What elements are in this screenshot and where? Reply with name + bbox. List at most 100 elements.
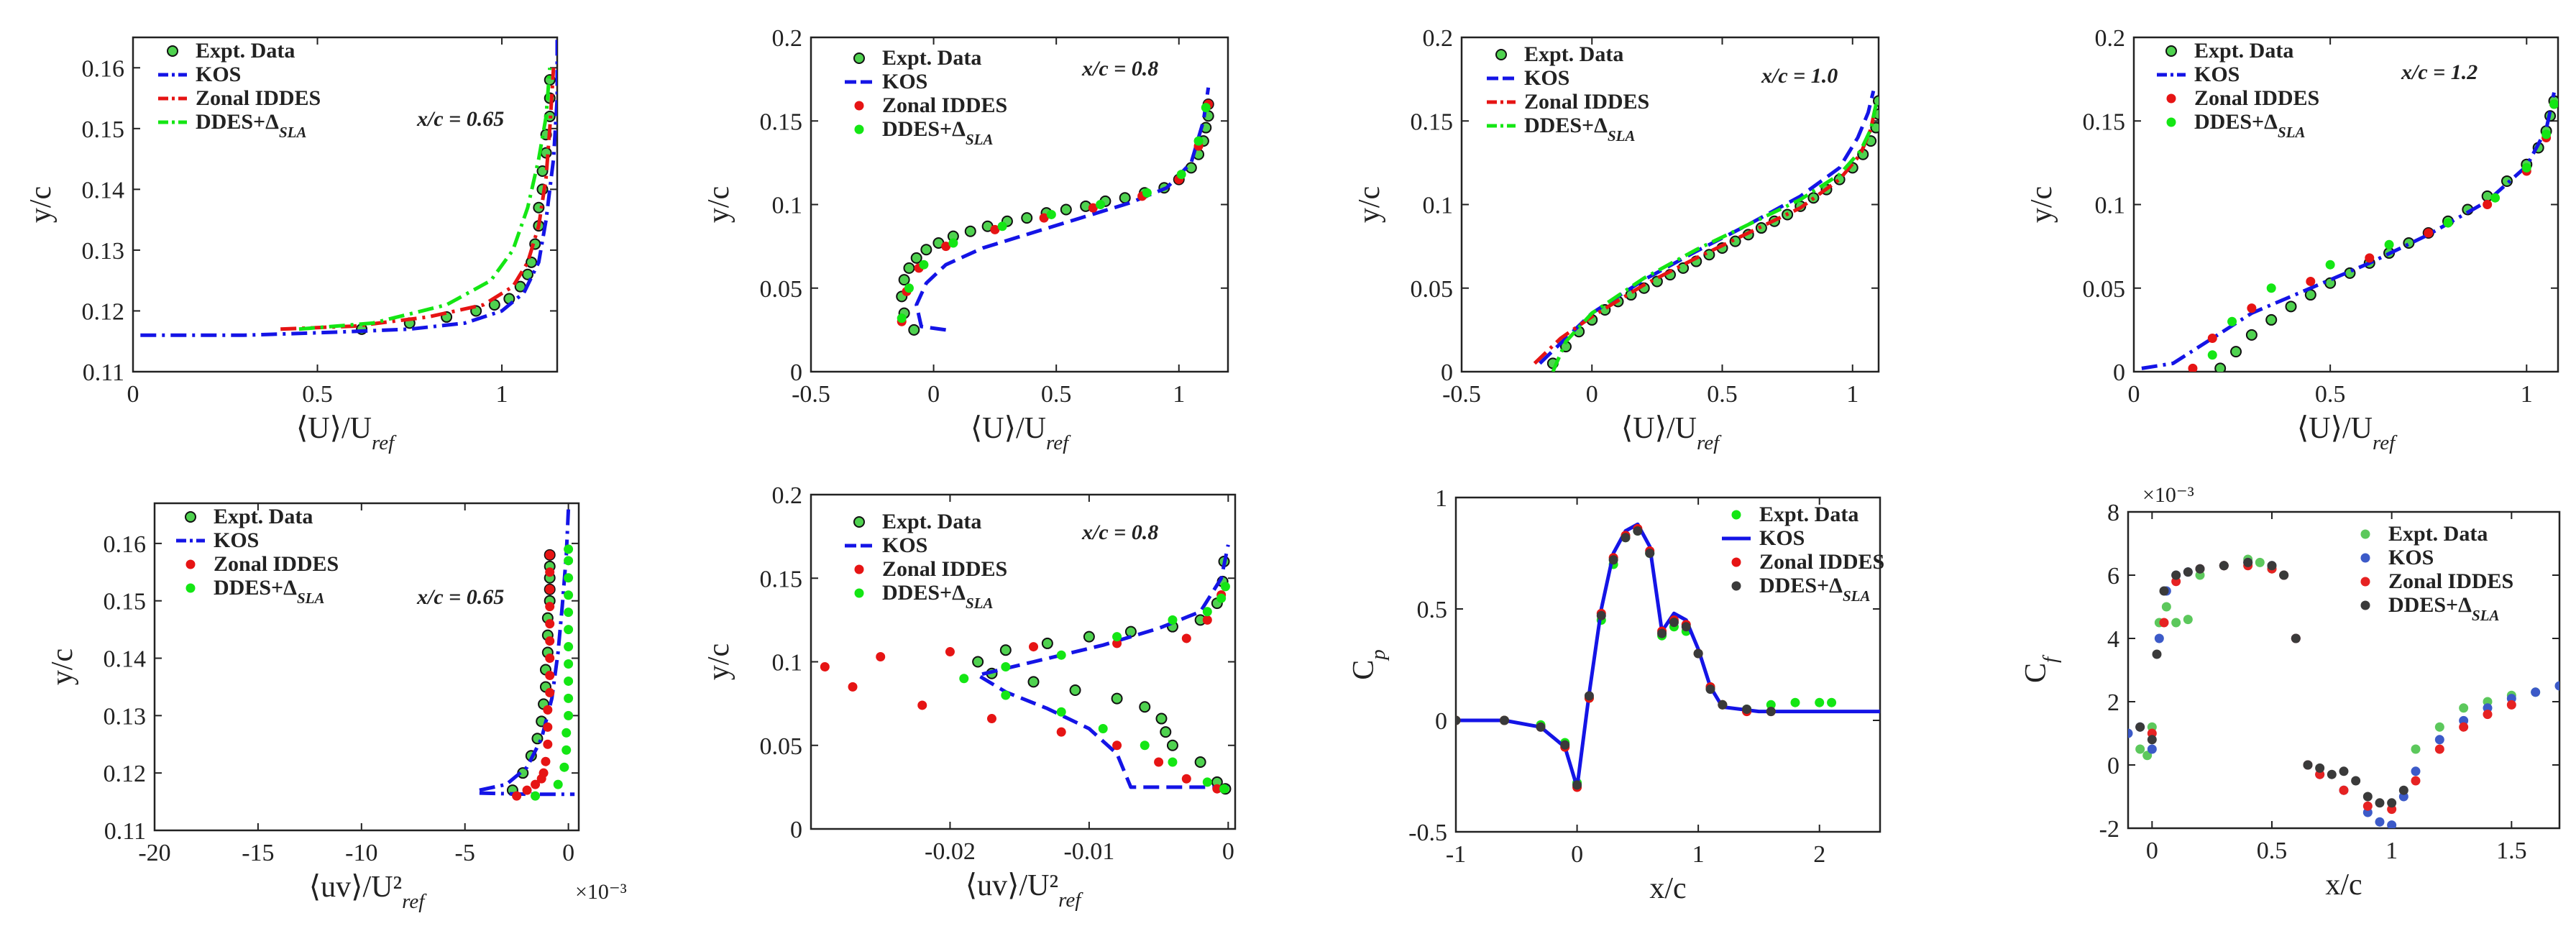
x-tick-label: 0 bbox=[1571, 841, 1583, 868]
series-zonal-iddes-point bbox=[1088, 203, 1098, 213]
series-zonal-iddes-point bbox=[2365, 253, 2375, 263]
series-ddes-sla-point bbox=[1219, 784, 1229, 794]
series-expt-data-point bbox=[1766, 700, 1776, 710]
series-ddes-sla-point bbox=[1693, 648, 1703, 659]
y-tick-label: 0.16 bbox=[104, 531, 147, 558]
series-zonal-iddes-point bbox=[848, 682, 858, 692]
plot-frame bbox=[1454, 496, 1881, 833]
series-kos-point bbox=[2554, 681, 2559, 691]
x-tick-label: -0.5 bbox=[792, 381, 830, 408]
legend-item-expt-data: Expt. Data bbox=[167, 39, 295, 63]
legend-marker bbox=[1731, 510, 1741, 520]
y-tick-label: 6 bbox=[2107, 563, 2119, 590]
legend-label: DDES+ΔSLA bbox=[882, 581, 993, 612]
legend-marker bbox=[185, 511, 196, 523]
series-ddes-sla-point bbox=[2135, 722, 2145, 732]
series-ddes-sla-point bbox=[1202, 607, 1212, 617]
series-zonal-iddes-point bbox=[2483, 710, 2493, 720]
x-tick-label: -1 bbox=[1446, 841, 1466, 868]
y-tick-label: 0.14 bbox=[82, 177, 125, 203]
series-expt-data-point bbox=[1069, 684, 1081, 697]
plot-area bbox=[2141, 92, 2558, 372]
legend-label: KOS bbox=[2388, 546, 2434, 569]
series-ddes-sla-point bbox=[904, 283, 914, 293]
series-ddes-sla-point bbox=[564, 590, 574, 600]
series-expt-data-point bbox=[1119, 192, 1131, 204]
series-expt-data-point bbox=[898, 274, 910, 286]
y-axis-label: y/c bbox=[46, 648, 79, 685]
y-tick-label: 8 bbox=[2107, 500, 2119, 526]
y-tick-label: 0.2 bbox=[2095, 25, 2126, 52]
series-expt-data-point bbox=[2265, 313, 2278, 326]
series-expt-data-point bbox=[521, 268, 533, 280]
series-ddes-sla-point bbox=[1142, 188, 1152, 198]
legend-item-kos: KOS bbox=[158, 63, 241, 86]
series-ddes-sla-point bbox=[1168, 757, 1178, 767]
series-kos-line bbox=[140, 37, 557, 337]
series-expt-data-point bbox=[1155, 712, 1168, 725]
series-ddes-sla-point bbox=[2398, 785, 2408, 795]
series-expt-data-point bbox=[1703, 249, 1715, 261]
y-tick-label: 0.14 bbox=[104, 646, 147, 673]
y-tick-label: 0.13 bbox=[104, 703, 147, 730]
y-tick-label: 0 bbox=[790, 359, 802, 386]
station-annotation: x/c = 0.8 bbox=[1081, 57, 1158, 81]
series-ddes-sla-point bbox=[2387, 798, 2397, 808]
series-zonal-iddes-point bbox=[1112, 741, 1122, 751]
series-ddes-sla-point bbox=[2152, 649, 2162, 659]
series-kos-line bbox=[2141, 92, 2556, 370]
legend-marker bbox=[854, 101, 864, 111]
y-tick-label: 0 bbox=[2107, 753, 2119, 779]
series-kos-point bbox=[2154, 633, 2164, 643]
series-kos-point bbox=[2411, 766, 2421, 776]
series-ddes-sla-point bbox=[1220, 582, 1230, 592]
x-tick-label: 0 bbox=[1586, 381, 1598, 408]
series-ddes-sla-point bbox=[1657, 628, 1667, 638]
series-ddes-sla-point bbox=[1001, 690, 1011, 700]
series-ddes-sla-point bbox=[2339, 766, 2349, 776]
axis-multiplier: ×10⁻³ bbox=[575, 880, 627, 904]
legend-item-kos: KOS bbox=[2157, 63, 2240, 86]
series-ddes-sla-point bbox=[1193, 136, 1204, 146]
legend-label: Zonal IDDES bbox=[1759, 550, 1884, 574]
plot-area bbox=[1456, 522, 1880, 792]
series-zonal-iddes-point bbox=[543, 722, 553, 732]
series-ddes-sla-point bbox=[2541, 129, 2552, 139]
legend-item-ddes-sla: DDES+ΔSLA bbox=[1731, 574, 1870, 605]
x-tick-label: 1 bbox=[1846, 381, 1858, 408]
legend-label: Expt. Data bbox=[214, 505, 313, 528]
series-expt-data-point bbox=[2183, 615, 2193, 625]
legend-item-kos: KOS bbox=[176, 528, 259, 552]
series-ddes-sla-point bbox=[2171, 570, 2181, 580]
legend-item-zonal-iddes: Zonal IDDES bbox=[854, 93, 1007, 117]
series-zonal-iddes-point bbox=[2483, 200, 2493, 209]
y-tick-label: 0.5 bbox=[1417, 597, 1448, 623]
legend-item-kos: KOS bbox=[1722, 526, 1805, 550]
legend-label: DDES+ΔSLA bbox=[1524, 114, 1635, 145]
legend-marker bbox=[2165, 45, 2177, 57]
plot-area bbox=[896, 87, 1214, 336]
y-tick-label: -0.5 bbox=[1408, 820, 1447, 846]
y-tick-label: 0.15 bbox=[760, 109, 803, 135]
x-tick-label: 1 bbox=[1692, 841, 1705, 868]
legend-label: Zonal IDDES bbox=[1524, 90, 1649, 114]
series-ddes-sla-point bbox=[1669, 618, 1679, 628]
series-zonal-iddes-point bbox=[545, 619, 555, 629]
series-ddes-sla-point bbox=[1056, 707, 1066, 717]
x-tick-label: 1 bbox=[1173, 381, 1185, 408]
series-expt-data-point bbox=[964, 225, 976, 237]
legend-marker bbox=[2360, 553, 2370, 563]
x-axis-label: ⟨uv⟩/U²ref bbox=[309, 871, 427, 913]
legend-item-ddes-sla: DDES+ΔSLA bbox=[2360, 593, 2499, 624]
legend-label: Zonal IDDES bbox=[196, 86, 321, 110]
series-expt-data-point bbox=[2142, 751, 2153, 761]
series-zonal-iddes-point bbox=[543, 705, 553, 715]
x-tick-label: 0 bbox=[2146, 838, 2158, 864]
series-ddes-sla-point bbox=[2279, 570, 2289, 580]
plot-area bbox=[479, 508, 575, 801]
legend-item-ddes-sla: DDES+ΔSLA bbox=[854, 581, 993, 612]
x-tick-label: 1 bbox=[2521, 381, 2533, 408]
series-expt-data-point bbox=[2135, 744, 2145, 754]
